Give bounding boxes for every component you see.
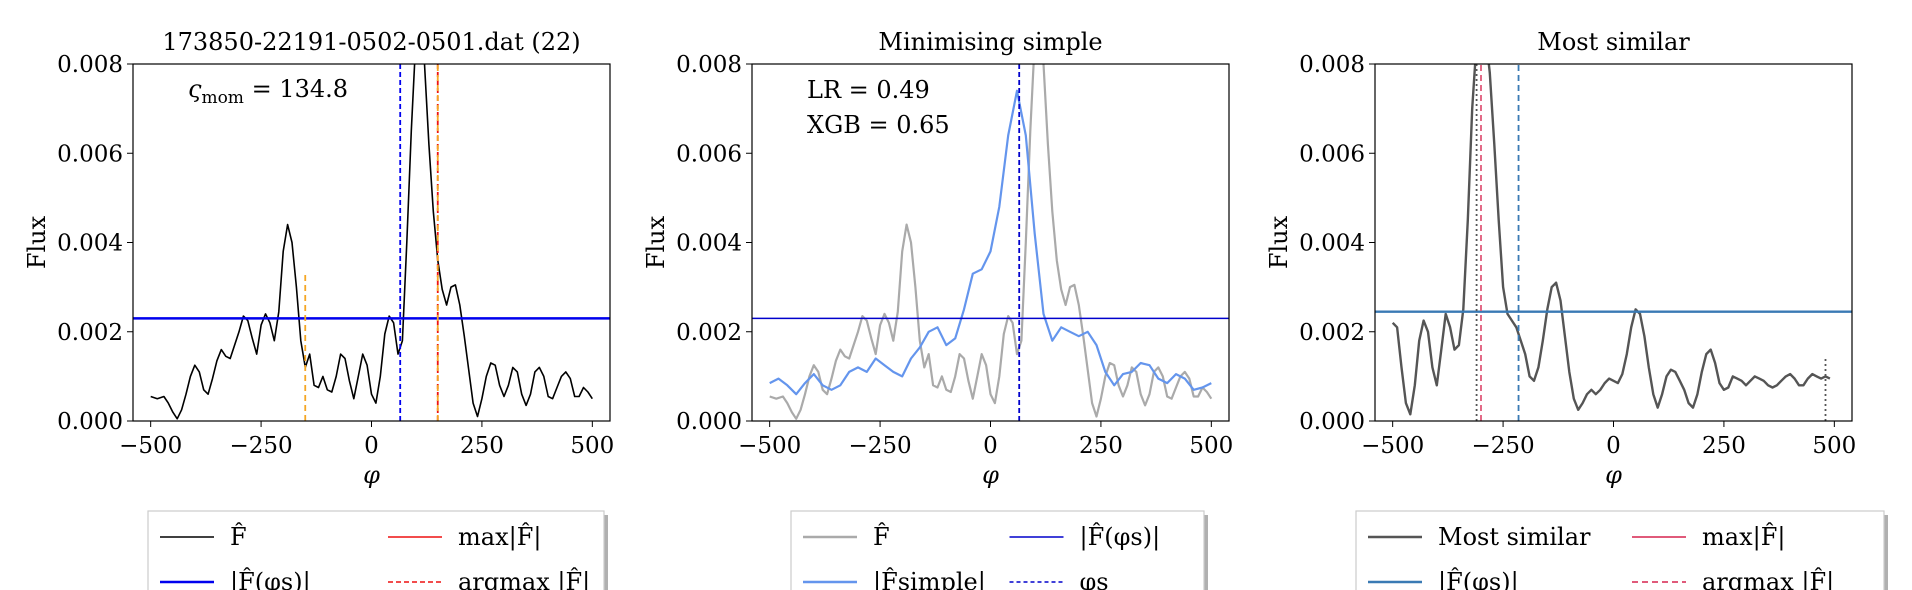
legend-label: Most similar (1438, 523, 1591, 551)
annotation-text: ςmom = 134.8 (188, 75, 348, 108)
y-axis-label: Flux (642, 215, 670, 269)
x-tick-label: −250 (848, 433, 911, 459)
axes-frame (1374, 63, 1853, 422)
x-tick-label: −500 (1361, 433, 1424, 459)
x-tick-label: 500 (1189, 433, 1233, 459)
y-tick-label: 0.002 (57, 320, 123, 346)
legend-label: argmax |F̂| (458, 568, 590, 590)
panel-3: −500 −250 0 250 500 0.000 0.002 0.004 0.006 0.008… (1265, 28, 1888, 590)
x-tick-label: 250 (1079, 433, 1123, 459)
x-tick-label: 250 (1702, 433, 1746, 459)
y-axis-label: Flux (23, 215, 51, 269)
x-tick-label: −250 (229, 433, 292, 459)
y-tick-label: 0.002 (1299, 320, 1365, 346)
legend-label: |F̂(φs)| (1080, 523, 1161, 552)
y-axis-label: Flux (1265, 215, 1293, 269)
plot-area (1375, 64, 1852, 421)
x-axis-label: φ (1605, 461, 1622, 489)
plot-area (752, 64, 1229, 421)
series-2-line (769, 89, 1212, 396)
annotation-text: LR = 0.49 (807, 76, 930, 104)
legend-label: argmax |F̂| (1702, 568, 1834, 590)
y-tick-label: 0.006 (57, 141, 123, 167)
legend-label: |F̂simple| (873, 568, 986, 590)
y-tick-label: 0.006 (1299, 141, 1365, 167)
x-tick-label: −500 (738, 433, 801, 459)
x-tick-label: −250 (1471, 433, 1534, 459)
legend-box (790, 510, 1205, 590)
legend-label: φs (1080, 568, 1109, 590)
legend-box (147, 510, 605, 590)
y-tick-label: 0.000 (676, 409, 742, 435)
x-tick-label: −500 (119, 433, 182, 459)
legend-label: F̂ (873, 523, 890, 551)
series-1-line (769, 64, 1213, 420)
legend-label: F̂ (230, 523, 247, 551)
y-tick-label: 0.006 (676, 141, 742, 167)
series-1-line (1391, 64, 1831, 416)
y-tick-label: 0.008 (1299, 52, 1365, 78)
x-tick-label: 0 (1606, 433, 1621, 459)
series-1-line (150, 64, 593, 420)
panel-2: −500 −250 0 250 500 0.000 0.002 0.004 0.006 0.008… (642, 28, 1233, 590)
y-tick-label: 0.008 (57, 52, 123, 78)
legend-label: max|F̂| (458, 523, 541, 552)
x-tick-label: 0 (983, 433, 998, 459)
y-tick-label: 0.000 (57, 409, 123, 435)
x-tick-label: 0 (364, 433, 379, 459)
legend-label: max|F̂| (1702, 523, 1785, 552)
y-tick-label: 0.008 (676, 52, 742, 78)
legend-box (1355, 510, 1885, 590)
annotation-text: XGB = 0.65 (807, 111, 950, 139)
legend: Most similar max|F̂| |F̂(φs)| argmax |F̂| (1355, 510, 1888, 590)
panel-1: −500 −250 0 250 500 0.000 0.002 0.004 0.006 0.008… (23, 28, 614, 590)
legend: F̂ |F̂(φs)| |F̂simple| φs (790, 510, 1208, 590)
legend-label: |F̂(φs)| (230, 568, 311, 590)
y-tick-label: 0.000 (1299, 409, 1365, 435)
x-axis-label: φ (982, 461, 999, 489)
y-tick-label: 0.002 (676, 320, 742, 346)
chart-title: Most similar (1537, 28, 1690, 56)
plot-area (133, 64, 610, 421)
chart-title: 173850-22191-0502-0501.dat (22) (162, 28, 580, 56)
chart-title: Minimising simple (878, 28, 1102, 56)
legend-label: |F̂(φs)| (1438, 568, 1519, 590)
x-tick-label: 500 (1812, 433, 1856, 459)
x-axis-label: φ (363, 461, 380, 489)
x-tick-label: 250 (460, 433, 504, 459)
y-tick-label: 0.004 (1299, 231, 1365, 257)
y-tick-label: 0.004 (676, 231, 742, 257)
y-tick-label: 0.004 (57, 231, 123, 257)
legend: F̂ max|F̂| |F̂(φs)| argmax |F̂| (147, 510, 608, 590)
x-tick-label: 500 (570, 433, 614, 459)
